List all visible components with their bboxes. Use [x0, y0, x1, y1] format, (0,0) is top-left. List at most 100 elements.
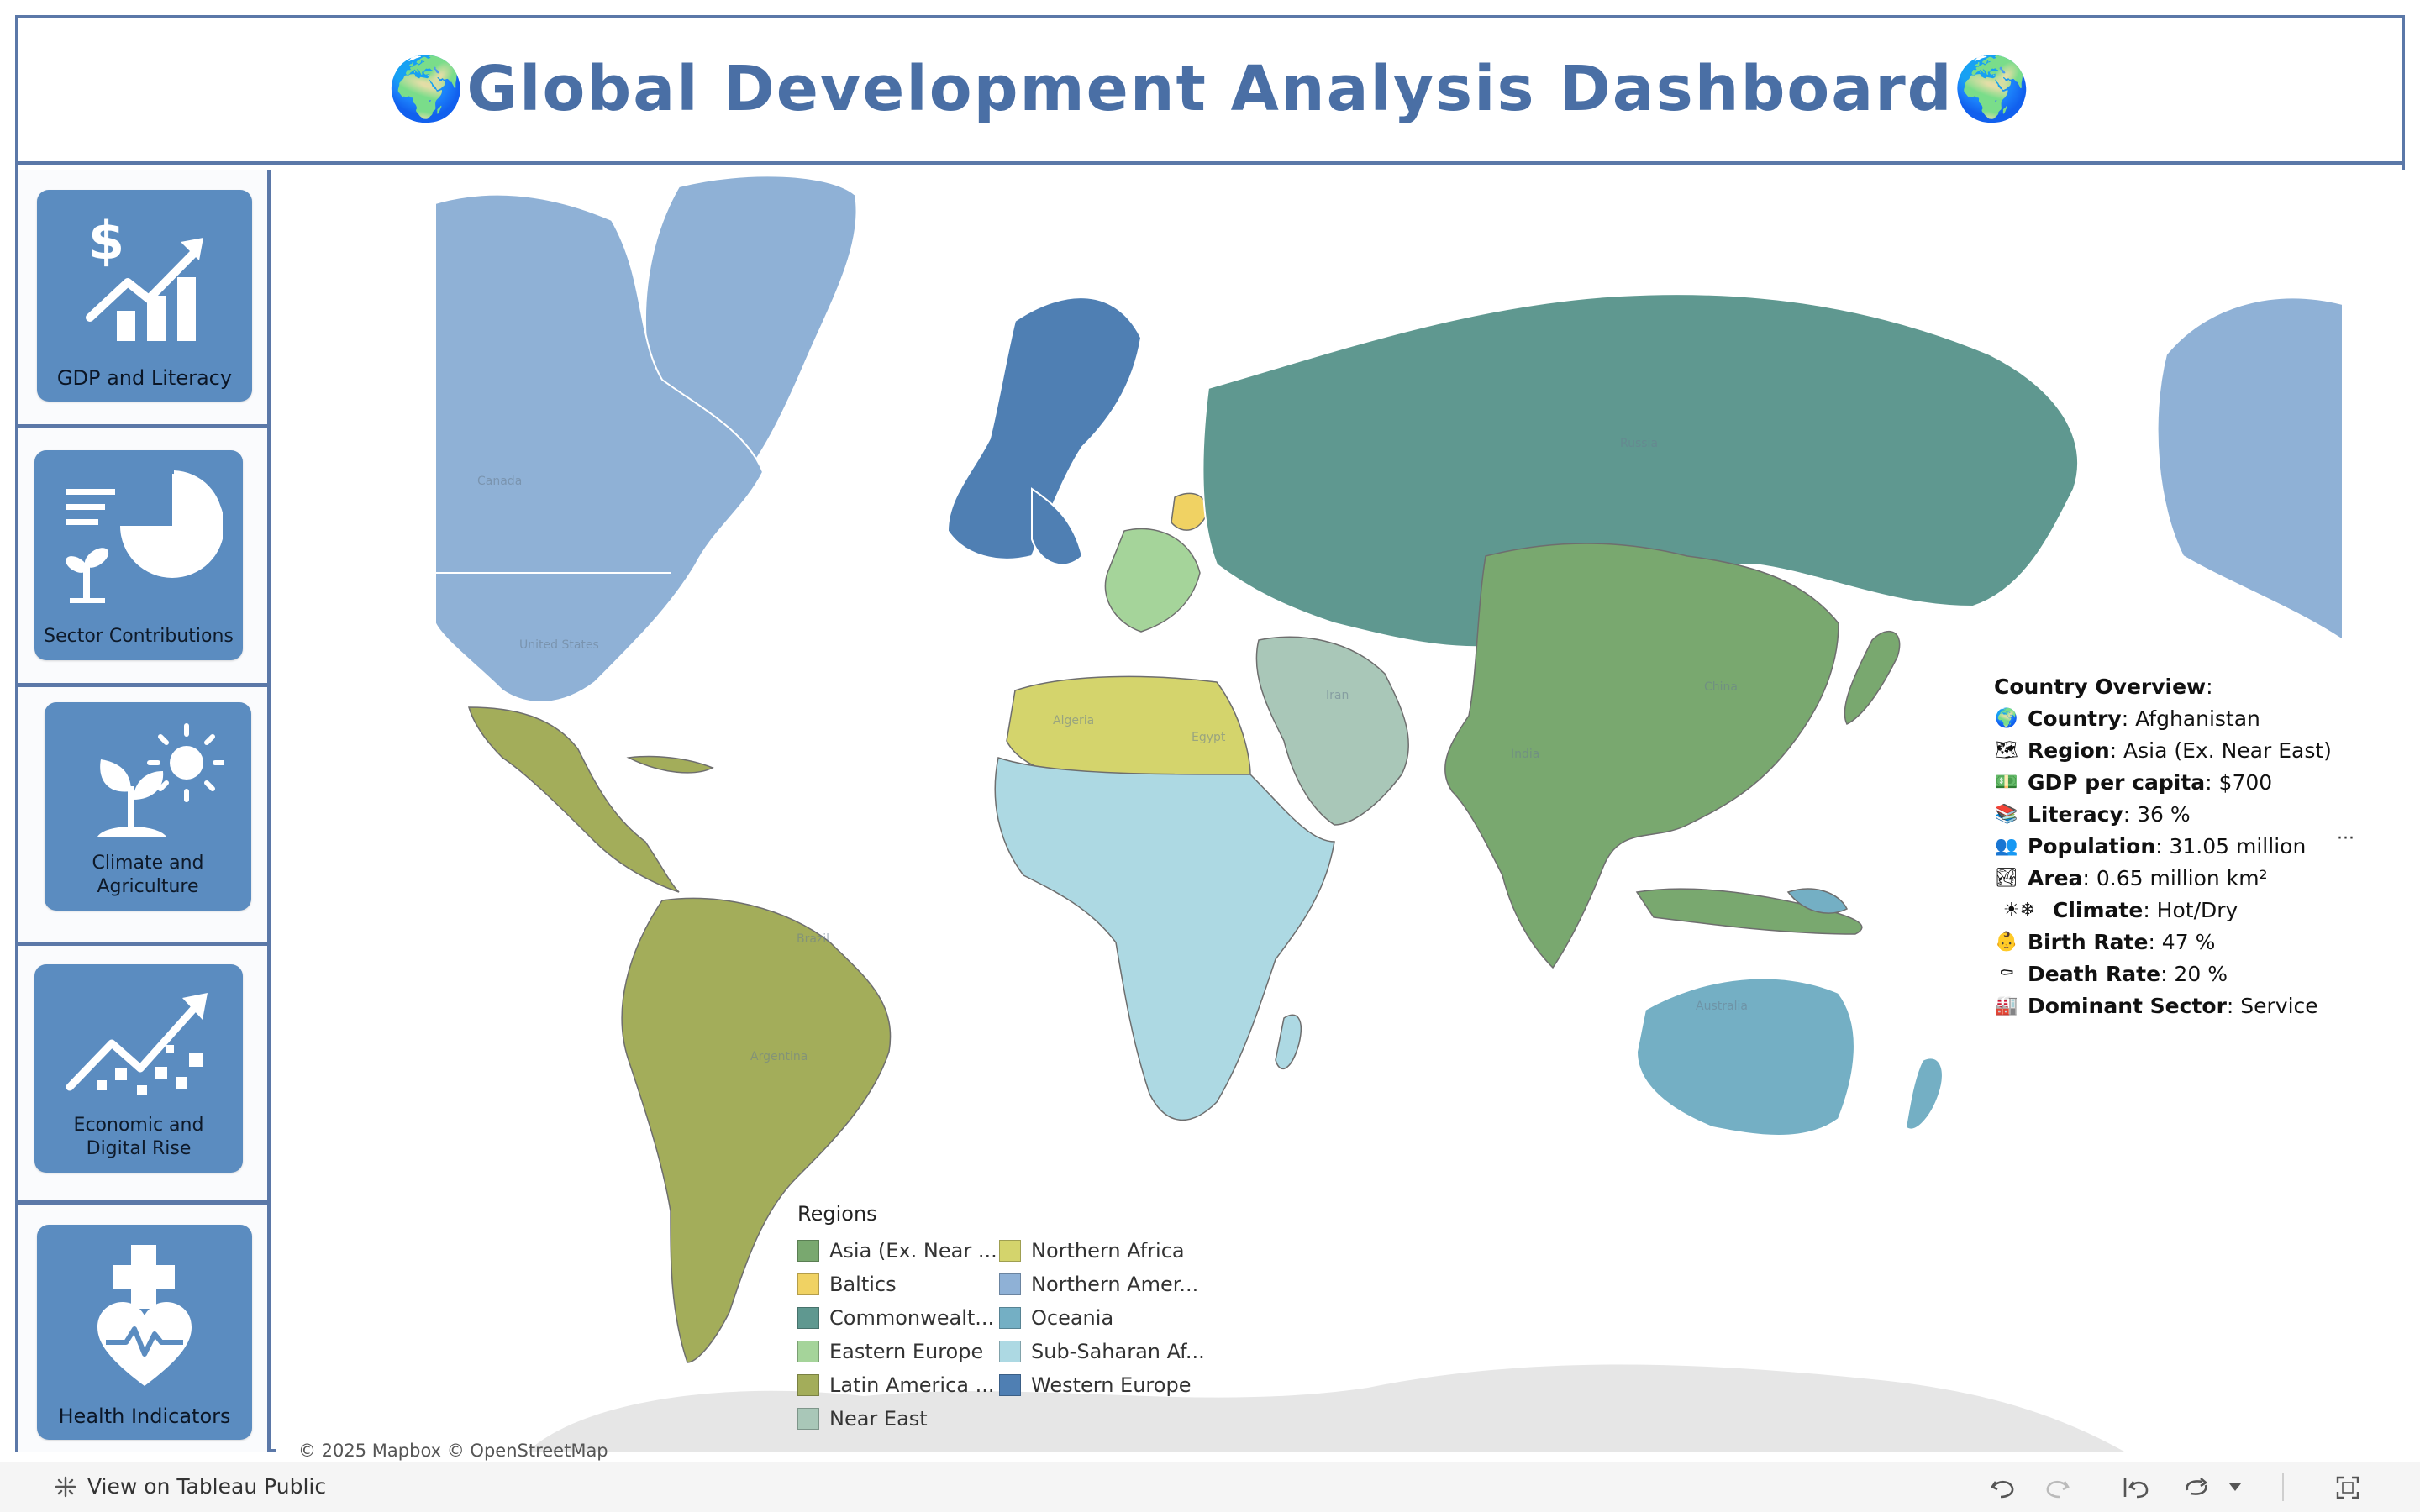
nav-label-gdp: GDP and Literacy [56, 366, 233, 390]
redo-button[interactable] [2040, 1473, 2074, 1503]
legend-item[interactable]: Oceania [999, 1301, 1201, 1335]
tooltip-key: Birth Rate [2028, 930, 2149, 954]
legend-label: Eastern Europe [829, 1340, 984, 1363]
legend-item[interactable]: Northern Amer... [999, 1268, 1201, 1301]
nav-economic-digital-button[interactable]: Economic and Digital Rise [34, 964, 243, 1173]
nav-health-indicators-button[interactable]: Health Indicators [37, 1225, 252, 1440]
legend-item[interactable]: Latin America ... [797, 1368, 999, 1402]
tooltip-value: : Service [2226, 994, 2318, 1018]
nav-cell-economic: Economic and Digital Rise [18, 946, 267, 1205]
legend-item[interactable]: Western Europe [999, 1368, 1201, 1402]
fullscreen-button[interactable] [2331, 1473, 2365, 1503]
view-on-tableau-public-link[interactable]: View on Tableau Public [54, 1474, 326, 1499]
books-icon: 📚 [1995, 804, 2018, 825]
tooltip-heading-colon: : [2206, 675, 2213, 699]
coffin-icon: ⚰ [1998, 963, 2015, 984]
region-asia[interactable] [1444, 543, 1839, 969]
region-oceania[interactable] [1635, 977, 1855, 1137]
legend-swatch [999, 1307, 1021, 1329]
map-label-india: India [1511, 748, 1539, 761]
tooltip-value: : $700 [2205, 770, 2273, 795]
tooltip-key: Climate [2053, 898, 2144, 922]
tooltip-row-country: 🌍 Country: Afghanistan [1994, 703, 2364, 735]
world-map[interactable]: Canada United States Brazil Argentina Ru… [276, 170, 2405, 1452]
legend-swatch [797, 1307, 819, 1329]
nav-climate-agriculture-button[interactable]: Climate and Agriculture [45, 702, 251, 911]
region-northern-africa[interactable] [1006, 675, 1251, 775]
legend-item[interactable]: Northern Africa [999, 1234, 1201, 1268]
region-latin-america-south[interactable] [621, 897, 892, 1363]
tooltip-row-dominant-sector: 🏭 Dominant Sector: Service [1994, 990, 2364, 1022]
tooltip-value: : 0.65 million km² [2082, 866, 2268, 890]
nav-label-health: Health Indicators [58, 1404, 231, 1428]
nav-label-economic: Economic and Digital Rise [73, 1115, 204, 1159]
map-label-egypt: Egypt [1192, 731, 1226, 744]
dashboard-title: 🌍Global Development Analysis Dashboard🌍 [387, 53, 2033, 125]
legend-items: Asia (Ex. Near ... Northern Africa Balti… [797, 1234, 1205, 1436]
legend-label: Sub-Saharan Af... [1031, 1340, 1205, 1363]
refresh-button[interactable] [2180, 1473, 2213, 1503]
health-heart-icon [97, 1245, 192, 1386]
tooltip-row-region: 🗺 Region: Asia (Ex. Near East) [1994, 735, 2364, 767]
tooltip-more-icon[interactable]: ··· [2337, 828, 2354, 849]
legend-swatch [999, 1374, 1021, 1396]
map-attribution[interactable]: © 2025 Mapbox © OpenStreetMap [298, 1441, 608, 1461]
legend-swatch [999, 1273, 1021, 1295]
legend-item[interactable]: Sub-Saharan Af... [999, 1335, 1205, 1368]
world-map-area[interactable]: Canada United States Brazil Argentina Ru… [276, 170, 2405, 1452]
legend-item[interactable]: Asia (Ex. Near ... [797, 1234, 999, 1268]
map-label-brazil: Brazil [797, 932, 829, 946]
tooltip-heading: Country Overview [1994, 675, 2207, 699]
nav-cell-sector: Sector Contributions [18, 428, 267, 687]
legend-item[interactable]: Baltics [797, 1268, 999, 1301]
tooltip-key: Dominant Sector [2028, 994, 2227, 1018]
country-overview-tooltip: Country Overview: 🌍 Country: Afghanistan… [1994, 671, 2364, 1022]
map-label-algeria: Algeria [1053, 714, 1094, 727]
tooltip-value: : 31.05 million [2155, 834, 2307, 858]
legend-item[interactable]: Commonwealt... [797, 1301, 999, 1335]
fullscreen-icon [2336, 1476, 2360, 1499]
chevron-down-icon [2229, 1483, 2241, 1491]
tooltip-value: : Afghanistan [2121, 706, 2260, 731]
region-sub-saharan-africa[interactable] [994, 757, 1335, 1121]
tooltip-value: : Hot/Dry [2143, 898, 2238, 922]
legend-label: Northern Amer... [1031, 1273, 1199, 1296]
refresh-dropdown-button[interactable] [2225, 1473, 2245, 1503]
nav-gdp-literacy-button[interactable]: $ GDP and Literacy [37, 190, 252, 402]
region-commonwealth[interactable] [1202, 293, 2079, 648]
nav-cell-health: Health Indicators [18, 1205, 267, 1452]
people-icon: 👥 [1995, 836, 2018, 857]
region-northern-america[interactable] [434, 193, 765, 703]
nav-label-climate: Climate and Agriculture [92, 853, 204, 897]
region-near-east[interactable] [1255, 636, 1409, 826]
tooltip-value: : 36 % [2123, 802, 2191, 827]
tooltip-row-area: 🏞 Area: 0.65 million km² [1994, 863, 2364, 895]
region-alaska[interactable] [2156, 297, 2344, 642]
tableau-logo-icon [55, 1476, 76, 1497]
map-label-iran: Iran [1326, 689, 1349, 702]
tooltip-key: Country [2028, 706, 2122, 731]
pie-chart-icon [66, 470, 223, 603]
region-baltics[interactable] [1171, 492, 1207, 531]
map-icon: 🗺 [1995, 740, 2018, 761]
map-label-russia: Russia [1620, 437, 1658, 450]
tooltip-row-birth-rate: 👶 Birth Rate: 47 % [1994, 927, 2364, 958]
revert-button[interactable] [2119, 1473, 2153, 1503]
legend-item[interactable]: Eastern Europe [797, 1335, 999, 1368]
tooltip-row-literacy: 📚 Literacy: 36 % [1994, 799, 2364, 831]
tooltip-value: : 20 % [2160, 962, 2228, 986]
legend-swatch [797, 1240, 819, 1262]
region-latin-america-north[interactable] [467, 706, 680, 893]
legend-swatch [797, 1341, 819, 1362]
legend-swatch [797, 1273, 819, 1295]
landscape-icon: 🏞 [1995, 868, 2018, 889]
legend-swatch [797, 1408, 819, 1430]
nav-sector-contributions-button[interactable]: Sector Contributions [34, 450, 243, 660]
region-eastern-europe[interactable] [1104, 528, 1201, 633]
legend-item[interactable]: Near East [797, 1402, 999, 1436]
legend-title: Regions [797, 1202, 877, 1226]
undo-button[interactable] [1986, 1473, 2020, 1503]
legend-label: Western Europe [1031, 1373, 1192, 1397]
view-on-tableau-label: View on Tableau Public [87, 1474, 327, 1499]
tooltip-key: Population [2028, 834, 2156, 858]
